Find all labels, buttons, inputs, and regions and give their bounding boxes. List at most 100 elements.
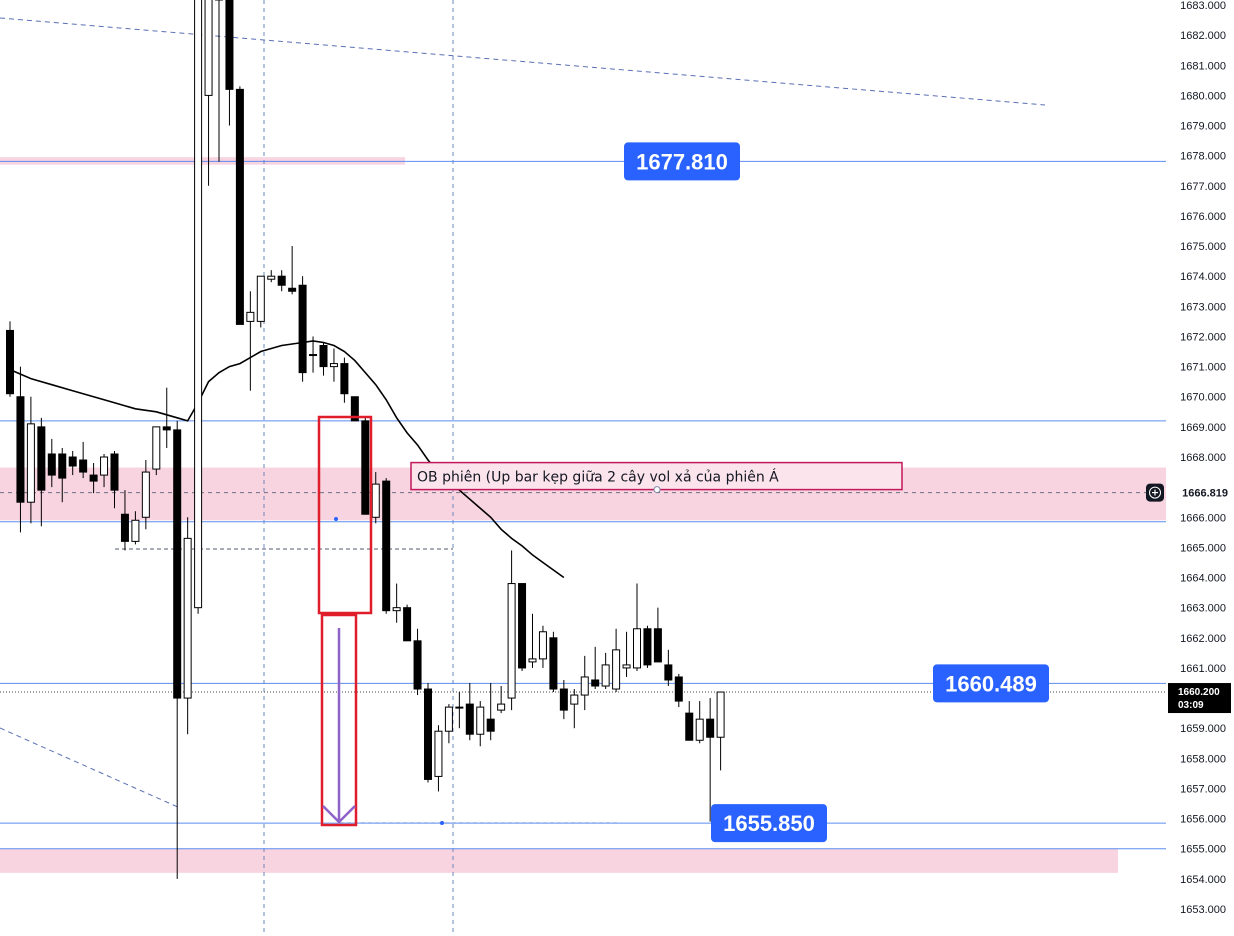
candle (476, 701, 485, 747)
candle (37, 417, 46, 527)
countdown-label: 03:09 (1178, 700, 1204, 711)
candle-body-up (194, 0, 203, 609)
candle-body-up (601, 664, 610, 687)
candle (382, 478, 391, 614)
trend-line-upper (0, 17, 1046, 106)
candle (633, 583, 641, 671)
price-badge[interactable] (933, 664, 1049, 703)
candle (361, 417, 370, 515)
trend-line-lower (0, 727, 181, 809)
candle (319, 342, 328, 376)
candle-body-up (267, 275, 276, 280)
candle-body-up (183, 537, 192, 699)
candle-body-down (110, 453, 119, 491)
candle (89, 463, 98, 494)
price-badges[interactable]: 1677.810 1660.489 1655.850 (624, 142, 1049, 843)
current-price-label-bg (1168, 683, 1231, 714)
candle (444, 704, 453, 744)
candle (706, 698, 715, 822)
candle (26, 396, 35, 524)
price-badge[interactable] (624, 142, 740, 181)
candle-body-up (570, 694, 579, 705)
candle-body-up (204, 0, 213, 96)
plus-icon[interactable] (1146, 483, 1164, 502)
tick-label: 1654.000 (1180, 874, 1226, 886)
tick-label: 1677.000 (1180, 181, 1226, 193)
candle (518, 583, 527, 671)
annotation-handle[interactable] (653, 486, 661, 494)
candle (162, 387, 171, 448)
candle (643, 625, 652, 668)
candle-body-down (79, 459, 88, 473)
candle-body-down (674, 676, 683, 702)
candle (141, 460, 150, 530)
price-axis[interactable]: 1653.000 1654.000 1655.000 1656.000 1657.000… (1146, 0, 1234, 936)
price-badge[interactable] (711, 804, 827, 843)
candle (559, 679, 568, 720)
candle (695, 701, 704, 744)
crosshair-label: 1666.819 (1182, 488, 1228, 500)
annotation-box[interactable] (410, 461, 903, 491)
tick-label: 1655.000 (1180, 844, 1226, 856)
candle (204, 0, 213, 186)
candle-body-down (89, 474, 98, 482)
candle-body-down (685, 712, 694, 741)
candle (434, 725, 443, 792)
tick-label: 1666.000 (1180, 512, 1226, 524)
candle (716, 691, 725, 771)
candle (246, 291, 255, 391)
tick-label: 1673.000 (1180, 301, 1226, 313)
candle-body-up (612, 649, 621, 690)
candle (288, 246, 297, 295)
candle (309, 336, 318, 373)
candle (507, 550, 516, 711)
highlight-boxes (317, 415, 444, 827)
candle (329, 348, 338, 382)
candle (131, 511, 140, 545)
tick-label: 1656.000 (1180, 814, 1226, 826)
candle-body-down (37, 426, 46, 491)
candle-body-down (653, 628, 662, 663)
current-price-label: 1660.200 (1178, 687, 1220, 698)
candle-body-down (288, 287, 297, 292)
candle (538, 625, 547, 668)
candle-body-down (68, 456, 77, 467)
tick-label: 1658.000 (1180, 753, 1226, 765)
candle (465, 683, 474, 741)
tick-label: 1675.000 (1180, 241, 1226, 253)
candle-body-down (413, 640, 422, 690)
candle-body-up (476, 706, 485, 735)
candle (110, 450, 119, 509)
price-badge-label: 1655.850 (723, 811, 815, 836)
candle-body-down (486, 718, 495, 732)
tick-label: 1671.000 (1180, 362, 1226, 374)
candle (685, 701, 694, 741)
candle (340, 357, 349, 403)
candle-body-up (329, 363, 338, 368)
ma-line (9, 340, 565, 579)
candle-body-down (340, 363, 349, 395)
candle (225, 0, 234, 126)
candle (570, 689, 579, 729)
tick-label: 1680.000 (1180, 90, 1226, 102)
crosshair-label-bg (1167, 482, 1234, 503)
candle-body-up (246, 311, 255, 322)
candle-body-down (350, 396, 359, 422)
candle-body-down (559, 688, 568, 711)
annotation-layer[interactable]: OB phiên (Up bar kẹp giữa 2 cây vol xả c… (410, 461, 903, 494)
tick-label: 1659.000 (1180, 723, 1226, 735)
candle (277, 270, 286, 292)
tick-label: 1661.000 (1180, 663, 1226, 675)
zone-band (0, 848, 1118, 873)
candle (68, 450, 77, 476)
tick-label: 1664.000 (1180, 573, 1226, 585)
candle-body-up (131, 519, 140, 542)
candle (403, 604, 412, 642)
candle-body-down (664, 664, 673, 681)
axis-background (1166, 0, 1234, 936)
candle-body-down (235, 88, 244, 325)
tick-label: 1670.000 (1180, 392, 1226, 404)
candle-body-up (309, 354, 318, 357)
candle-body-up (716, 691, 725, 738)
